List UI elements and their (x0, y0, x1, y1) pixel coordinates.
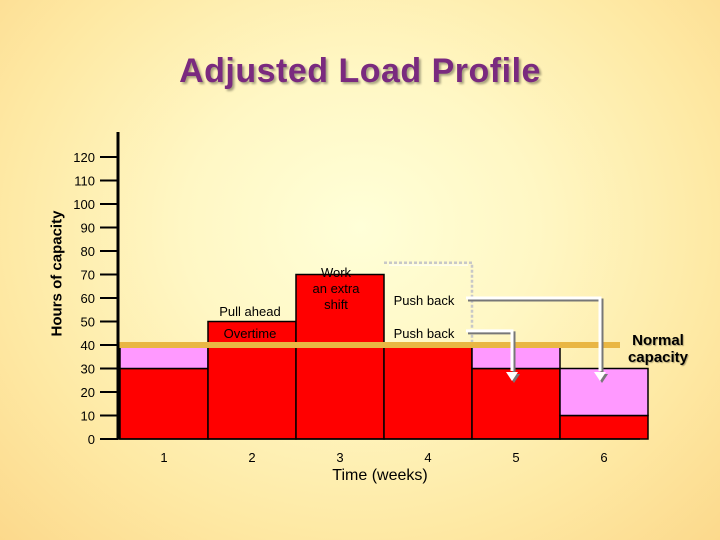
y-tick-label-30: 30 (81, 362, 95, 377)
push-back-label-1: Push back (393, 293, 455, 308)
bar-week1-seg2 (119, 344, 209, 370)
overtime-label: Overtime (223, 326, 277, 341)
pull-ahead-label: Pull ahead (219, 304, 281, 319)
push-back-arrow-week6-shadow (468, 298, 604, 373)
y-tick-label-50: 50 (81, 315, 95, 330)
chart-title: Adjusted Load Profile (179, 52, 541, 90)
bar-week3-seg1 (295, 344, 385, 440)
bar-week6-seg1 (559, 414, 649, 440)
bar-week3-seg3 (295, 273, 385, 346)
push-back-arrow-week6-head (594, 372, 606, 381)
y-tick-label-60: 60 (81, 291, 95, 306)
y-tick-label-80: 80 (81, 244, 95, 259)
extra-shift-label: Work an extra shift (312, 265, 360, 312)
y-axis: 0 10 20 30 40 50 60 70 80 90 100 110 120 (73, 132, 640, 447)
x-tick-label-3: 3 (336, 450, 343, 465)
normal-capacity-label: Normal capacity (627, 332, 689, 366)
x-axis-label: Time (weeks) (332, 467, 428, 484)
push-back-arrow-week5-head (506, 372, 518, 381)
y-tick-label-90: 90 (81, 221, 95, 236)
bar-week2-seg1 (207, 344, 297, 440)
bars-layer (119, 273, 649, 440)
x-tick-label-6: 6 (600, 450, 607, 465)
bar-week5-seg2 (471, 344, 561, 370)
y-tick-label-0: 0 (88, 432, 95, 447)
x-tick-label-5: 5 (512, 450, 519, 465)
x-axis-categories: 1 2 3 4 5 6 (160, 450, 607, 465)
x-tick-label-2: 2 (248, 450, 255, 465)
push-back-label-2: Push back (393, 326, 455, 341)
y-tick-label-10: 10 (81, 409, 95, 424)
y-tick-label-40: 40 (81, 338, 95, 353)
y-tick-label-100: 100 (73, 197, 95, 212)
y-tick-label-110: 110 (74, 174, 95, 189)
push-back-arrow-week5 (466, 329, 514, 371)
y-tick-label-120: 120 (73, 150, 95, 165)
bar-week1-seg1 (119, 367, 209, 440)
y-tick-label-20: 20 (81, 385, 95, 400)
arrows-layer (466, 296, 608, 383)
x-tick-label-4: 4 (424, 450, 431, 465)
push-back-arrow-week6 (466, 296, 602, 371)
bar-week4-seg1 (383, 344, 473, 440)
push-back-arrow-week5-shadow (468, 331, 516, 373)
pushed-load-outline (384, 261, 474, 345)
x-tick-label-1: 1 (160, 450, 167, 465)
outline-layer (384, 261, 474, 345)
y-tick-label-70: 70 (81, 268, 95, 283)
